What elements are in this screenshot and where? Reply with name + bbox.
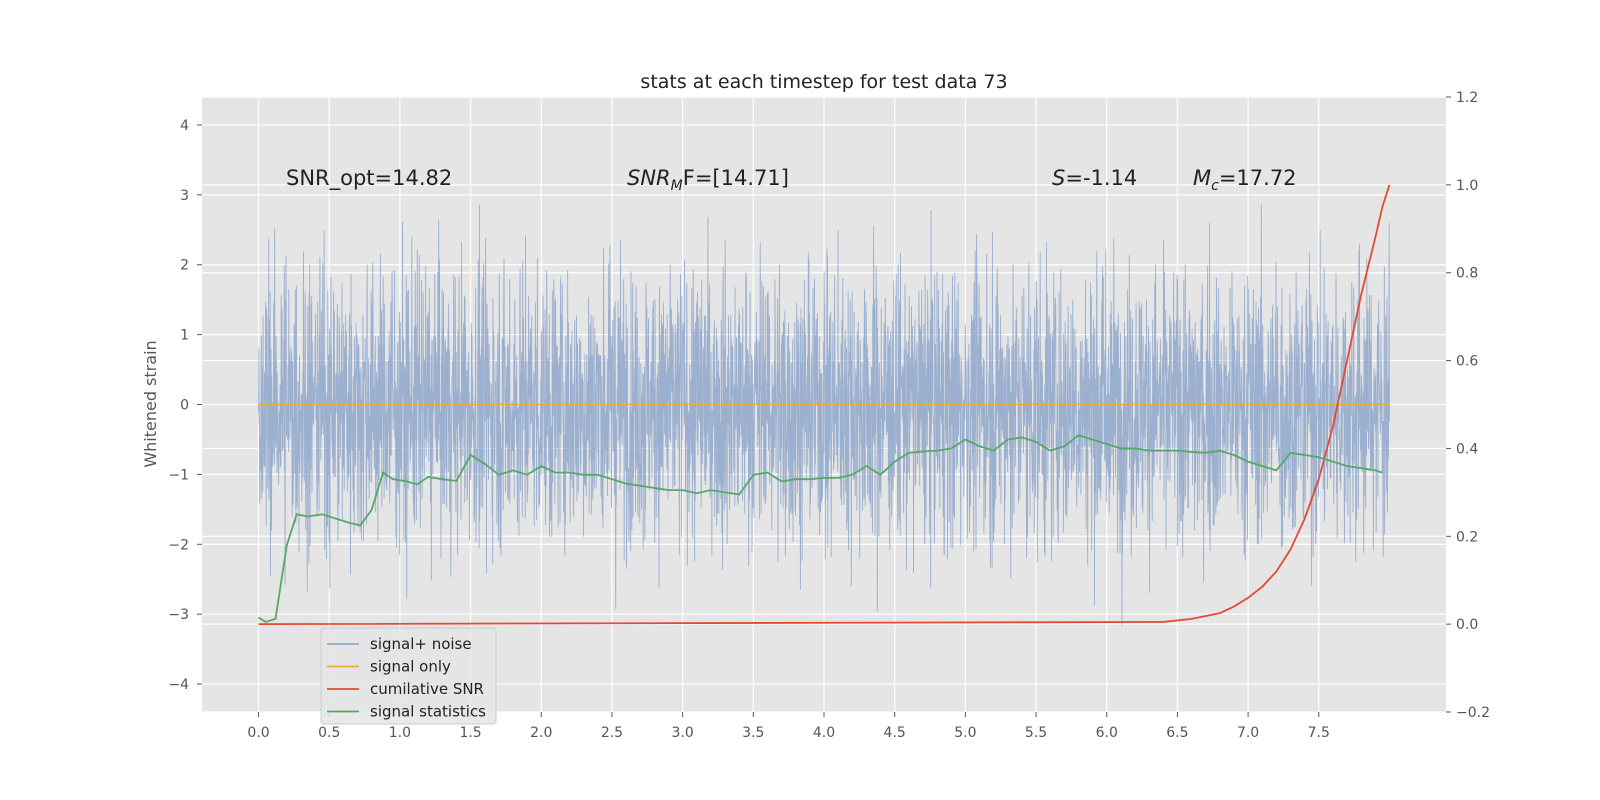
annotation-s: S=-1.14: [1052, 166, 1137, 190]
y2-tick-label: 0.6: [1456, 354, 1478, 370]
annotation-s-value: =-1.14: [1065, 166, 1137, 190]
x-tick-label: 6.0: [1096, 725, 1118, 741]
annotation-mc-value: =17.72: [1219, 166, 1297, 190]
x-tick-label: 0.0: [247, 725, 269, 741]
y-axis-title: Whitened strain: [141, 340, 160, 467]
legend-label: signal statistics: [370, 703, 486, 721]
x-tick-label: 1.5: [459, 725, 481, 741]
annotation-mc: Mc=17.72: [1193, 166, 1297, 194]
annotation-snr-opt: SNR_opt=14.82: [286, 166, 452, 191]
x-tick-label: 6.5: [1166, 725, 1188, 741]
y-tick-label: 0: [180, 398, 189, 414]
annotation-mc-base: M: [1193, 166, 1211, 190]
y-tick-label: 1: [180, 328, 189, 344]
annotation-snr-mf-sub: M: [671, 178, 683, 194]
y2-tick-label: 0.8: [1456, 266, 1478, 282]
y-tick-label: −1: [168, 467, 189, 483]
signal-plus-noise-line: [258, 204, 1390, 626]
annotation-snr-mf: SNRMF=[14.71]: [627, 166, 789, 194]
chart-title: stats at each timestep for test data 73: [640, 71, 1007, 93]
legend-items: signal+ noise signal only cumilative SNR si…: [327, 635, 486, 721]
y2-tick-label: 0.0: [1456, 617, 1478, 633]
x-tick-label: 7.5: [1308, 725, 1330, 741]
y2-tick-label: 1.0: [1456, 178, 1478, 194]
y2-tick-label: 1.2: [1456, 90, 1478, 106]
y2-tick-label: 0.2: [1456, 529, 1478, 545]
x-tick-label: 2.0: [530, 725, 552, 741]
legend: signal+ noise signal only cumilative SNR si…: [320, 627, 497, 725]
x-tick-label: 2.5: [601, 725, 623, 741]
annotation-snr-mf-base: SNR: [627, 166, 671, 190]
y-tick-label: −4: [168, 677, 189, 693]
x-tick-label: 4.5: [884, 725, 906, 741]
y2-tick-label: −0.2: [1456, 705, 1490, 721]
y-tick-label: 2: [180, 258, 189, 274]
cumilative-snr-line: [258, 184, 1391, 626]
legend-label: signal only: [370, 658, 451, 676]
noise-layer: [258, 204, 1390, 626]
y-tick-label: 3: [180, 188, 189, 204]
x-tick-label: 7.0: [1237, 725, 1259, 741]
y-tick-label: −2: [168, 537, 189, 553]
series-layer: [258, 184, 1391, 626]
y-tick-label: 4: [180, 118, 189, 134]
x-tick-label: 0.5: [318, 725, 340, 741]
x-tick-label: 1.0: [389, 725, 411, 741]
x-tick-label: 3.5: [742, 725, 764, 741]
legend-label: signal+ noise: [370, 635, 472, 653]
x-tick-label: 5.0: [954, 725, 976, 741]
signal-statistics-line: [258, 434, 1383, 623]
y2-tick-label: 0.4: [1456, 441, 1478, 457]
annotation-mc-sub: c: [1211, 178, 1219, 194]
y-tick-label: −3: [168, 607, 189, 623]
legend-box: [320, 627, 497, 725]
axes-layer: 0.0 0.5 1.0 1.5 2.0 2.5 3.0 3.5 4.0 4.5 5.0 5.5 6.0 6…: [168, 90, 1490, 741]
x-tick-label: 4.0: [813, 725, 835, 741]
x-tick-label: 3.0: [672, 725, 694, 741]
annotation-s-var: S: [1052, 166, 1065, 190]
x-tick-label: 5.5: [1025, 725, 1047, 741]
legend-label: cumilative SNR: [370, 680, 484, 698]
annotation-snr-mf-tail: F=[14.71]: [683, 166, 789, 190]
